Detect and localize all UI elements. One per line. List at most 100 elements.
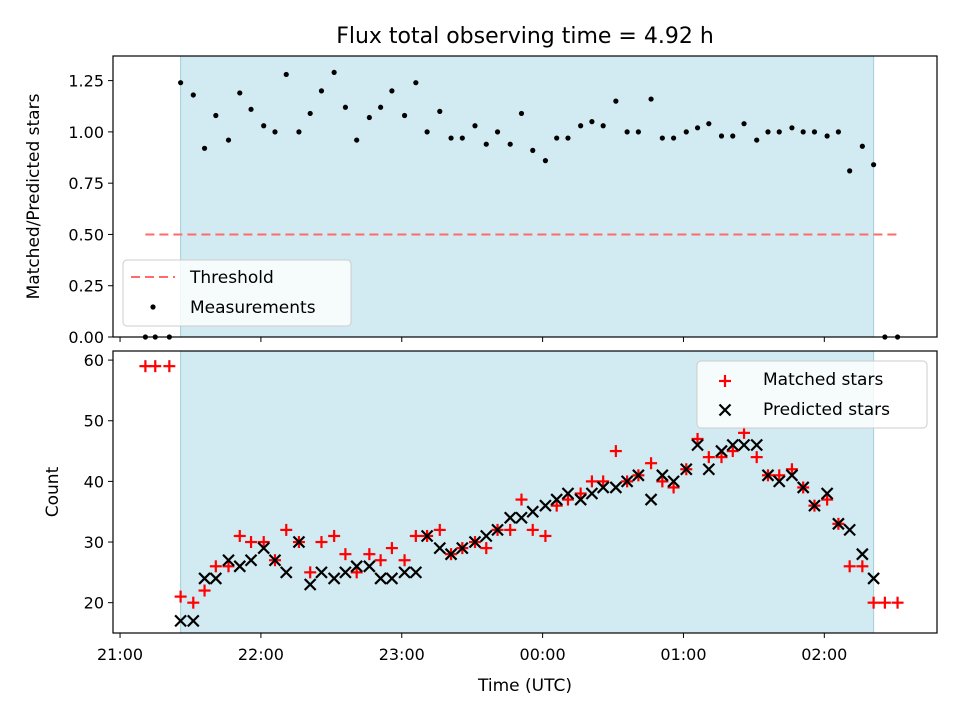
predicted-star-point (585, 487, 599, 500)
matched-star-point (843, 560, 856, 573)
x-tick-label: 22:00 (238, 645, 284, 664)
x-tick-label: 21:00 (97, 645, 143, 664)
matched-star-point (304, 566, 317, 579)
matched-star-point (480, 542, 493, 555)
x-stroke-b (268, 553, 282, 567)
predicted-star-point (632, 469, 645, 482)
predicted-star-point (315, 566, 328, 579)
bottom-y-axis-label: Count (43, 466, 63, 517)
measurement-point (366, 114, 372, 121)
measurement-point (494, 129, 501, 135)
x-stroke-b (632, 469, 645, 482)
x-stroke-b (503, 511, 517, 525)
predicted-star-point (198, 572, 211, 585)
x-stroke-b (257, 541, 270, 555)
x-axis-label: Time (UTC) (477, 676, 572, 696)
measurement-point (718, 133, 725, 139)
x-stroke-b (292, 535, 306, 549)
predicted-star-point (385, 572, 399, 585)
measurement-point (754, 137, 760, 143)
measurement-point (741, 121, 747, 127)
measurement-point (354, 137, 360, 143)
top-legend-box (122, 259, 352, 327)
measurement-point (272, 129, 278, 135)
x-stroke-b (339, 566, 352, 579)
x-stroke-b (456, 541, 469, 555)
flux-ratio-panel: 0.00 0.25 0.50 0.75 1.00 1.25 Flux total obse… (24, 24, 938, 347)
matched-star-point (597, 475, 610, 488)
y-tick-label: 0.00 (68, 328, 104, 347)
x-stroke-b (726, 438, 740, 452)
measurement-point (518, 110, 525, 117)
measurement-point (190, 92, 196, 98)
bottom-legend-box (696, 360, 928, 429)
x-stroke-b (420, 529, 434, 543)
measurement-point (789, 125, 795, 131)
matched-star-point (398, 554, 411, 567)
matched-star-point (233, 529, 246, 542)
measurement-point (776, 129, 782, 135)
x-stroke-b (209, 572, 223, 585)
measurement-point (389, 88, 395, 94)
predicted-star-point (574, 493, 587, 506)
matched-star-point (574, 487, 587, 500)
matched-star-point (715, 451, 728, 464)
measurement-point (378, 104, 384, 110)
measurement-point (859, 143, 865, 149)
x-stroke-b (691, 438, 704, 452)
measurement-point (342, 104, 349, 110)
x-stroke-b (385, 572, 399, 585)
x-stroke-b (644, 493, 658, 506)
x-stroke-b (174, 614, 187, 628)
matched-star-point (539, 529, 552, 542)
x-stroke-b (233, 560, 247, 573)
y-tick-label: 0.50 (68, 225, 104, 244)
chart-title: Flux total observing time = 4.92 h (336, 24, 714, 49)
matched-star-point (515, 493, 528, 506)
measurement-point (459, 135, 465, 141)
matched-star-point (878, 596, 891, 609)
x-stroke-b (526, 505, 540, 518)
measurement-point (201, 145, 208, 151)
matched-star-point (609, 445, 622, 458)
x-stroke-b (656, 469, 669, 482)
matched-star-point (561, 493, 574, 506)
matched-star-point (374, 554, 387, 567)
x-stroke-b (750, 438, 763, 452)
measurement-point (847, 168, 853, 174)
predicted-star-point (222, 553, 235, 567)
predicted-star-point (867, 572, 880, 585)
x-stroke-b (785, 469, 799, 482)
matched-star-point (363, 548, 376, 561)
predicted-star-point (339, 566, 352, 579)
matched-star-point (280, 523, 293, 536)
legend-matched-swatch (719, 375, 731, 387)
top-axes-frame (112, 55, 938, 338)
measurement-point (871, 162, 877, 168)
measurement-point (624, 129, 630, 135)
predicted-star-point (420, 529, 434, 543)
x-stroke-b (761, 469, 775, 482)
x-tick-label: 00:00 (520, 645, 566, 664)
predicted-star-point (726, 438, 740, 452)
matched-star-point (187, 596, 200, 609)
top-x-ticks (119, 337, 825, 342)
matched-star-point (245, 536, 258, 549)
measurement-point (730, 133, 736, 139)
predicted-star-point (550, 493, 563, 506)
predicted-star-point (750, 438, 763, 452)
legend-predicted-swatch (718, 403, 732, 417)
measurement-point (248, 106, 254, 112)
predicted-star-point (526, 505, 540, 518)
predicted-star-point (479, 529, 493, 543)
matched-star-point (209, 560, 222, 573)
x-stroke-b (856, 547, 869, 561)
matched-star-point (773, 469, 786, 482)
measurement-point (635, 129, 641, 135)
x-stroke-b (398, 566, 411, 579)
measurement-point (811, 129, 818, 135)
predicted-star-point (656, 469, 669, 482)
matched-star-point (585, 475, 598, 488)
predicted-star-point (644, 493, 658, 506)
x-stroke-b (315, 566, 328, 579)
